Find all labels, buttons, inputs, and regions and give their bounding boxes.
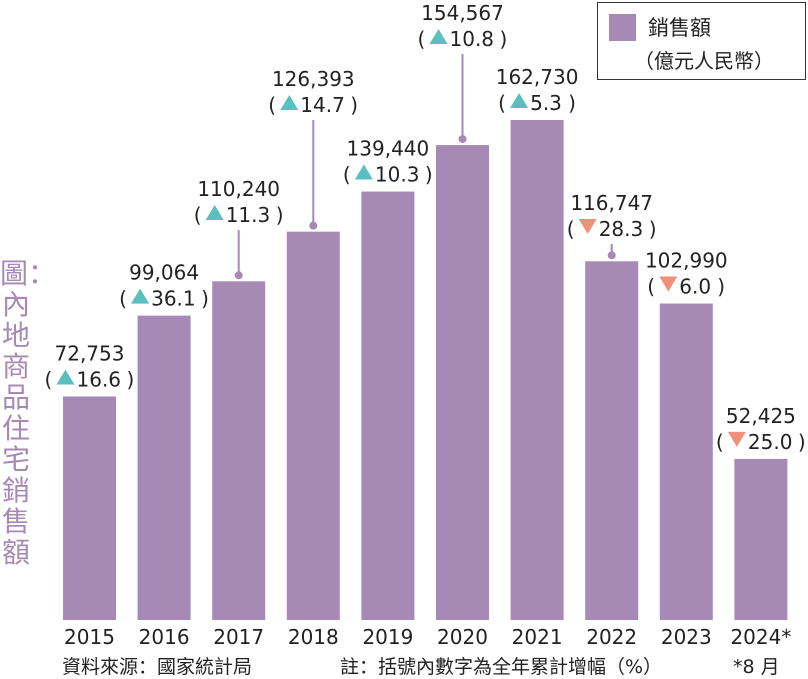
leader-dot [458,135,467,144]
value-label: 110,240 [197,177,280,201]
x-tick-label: 2016 [139,625,190,649]
down-triangle-icon [578,219,597,234]
value-label: 162,730 [496,65,579,89]
up-triangle-icon [56,369,75,385]
bar-2017 [212,281,266,620]
legend-swatch [609,14,636,41]
paren-close: ) [649,217,657,241]
paren-open: ( [194,203,202,227]
leader-dot [234,271,243,280]
x-tick-label: 2019 [362,625,413,649]
bar-2019 [361,191,415,621]
value-label: 154,567 [421,1,504,25]
growth-note: 註：括號內數字為全年累計增幅（%） [340,656,663,678]
bar-2015 [63,396,116,620]
up-triangle-icon [429,29,448,44]
paren-open: ( [716,430,724,454]
paren-open: ( [119,287,127,311]
up-triangle-icon [354,164,373,180]
bar-2023 [659,303,713,620]
up-triangle-icon [131,288,150,304]
x-tick-label: 2015 [64,625,115,649]
growth-label: 5.3 [530,91,562,115]
value-label: 116,747 [570,191,653,215]
bar-2021 [510,120,564,620]
growth-label: 6.0 [679,275,711,299]
value-label: 139,440 [347,137,430,161]
paren-open: ( [45,367,53,391]
up-triangle-icon [510,93,529,108]
legend-unit: （億元人民幣） [634,49,774,73]
leader-dot [309,221,318,230]
legend-series-name: 銷售額 [648,16,711,40]
paren-open: ( [567,217,575,241]
paren-close: ) [201,287,209,311]
legend: 銷售額 （億元人民幣） [597,2,806,80]
paren-close: ) [717,275,725,299]
bar-2024* [734,458,788,620]
value-label: 126,393 [272,67,355,91]
bar-2020 [436,145,489,620]
x-tick-label: 2017 [213,625,264,649]
value-label: 99,064 [129,261,199,285]
down-triangle-icon [659,276,678,292]
value-label: 102,990 [645,249,728,273]
paren-close: ) [798,430,806,454]
growth-label: 14.7 [300,93,345,117]
bar-2018 [286,231,340,620]
growth-label: 16.6 [77,367,122,391]
growth-label: 10.3 [375,163,420,187]
x-tick-label: 2020 [437,625,488,649]
down-triangle-icon [727,431,746,447]
up-triangle-icon [205,205,224,220]
paren-open: ( [647,275,655,299]
paren-close: ) [500,27,508,51]
paren-open: ( [268,93,276,117]
source-note: 資料來源：國家統計局 [62,656,253,678]
value-label: 72,753 [55,341,125,365]
value-label: 52,425 [726,404,796,428]
chart-title: 圖：內地商品住宅銷售額 [0,257,57,569]
paren-open: ( [343,163,351,187]
paren-close: ) [425,163,433,187]
x-tick-label: 2023 [661,625,712,649]
footnote: *8 月 [733,656,780,678]
paren-close: ) [568,91,576,115]
paren-close: ) [350,93,358,117]
x-tick-label: 2022 [586,625,637,649]
paren-open: ( [418,27,426,51]
x-tick-label: 2024* [730,625,791,649]
growth-label: 11.3 [226,203,271,227]
x-tick-label: 2018 [288,625,339,649]
bar-2016 [137,315,191,620]
up-triangle-icon [280,95,299,110]
paren-close: ) [127,367,135,391]
leader-dot [607,251,616,260]
growth-label: 10.8 [450,27,495,51]
x-tick-label: 2021 [512,625,563,649]
growth-label: 28.3 [599,217,644,241]
paren-close: ) [276,203,284,227]
growth-label: 25.0 [748,430,793,454]
paren-open: ( [498,91,506,115]
growth-label: 36.1 [151,287,196,311]
bar-2022 [585,261,639,620]
